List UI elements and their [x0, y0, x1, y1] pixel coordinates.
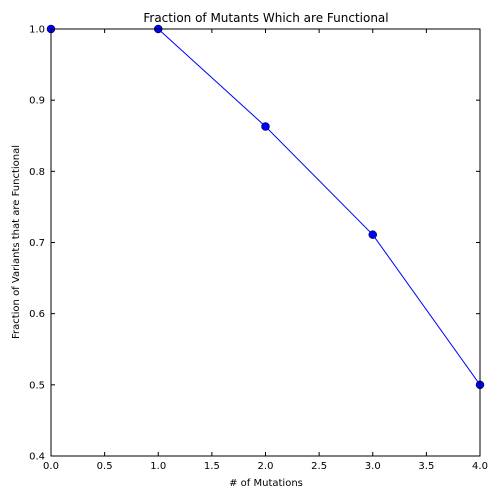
x-tick-label: 0.5	[97, 461, 113, 472]
x-tick-label: 4.0	[472, 461, 488, 472]
data-point	[368, 230, 377, 239]
y-tick-label: 0.4	[29, 452, 45, 463]
x-tick-label: 3.5	[418, 461, 434, 472]
x-tick-label: 1.0	[150, 461, 166, 472]
plot-area-frame	[50, 28, 481, 457]
axis-ticks: 0.0 0.5 1.0 1.5 2.0 2.5 3.0 3.5 4.0 0.4 0.5 0.6 0.7 0…	[29, 25, 488, 473]
y-tick-label: 1.0	[29, 25, 45, 36]
x-tick-label: 2.5	[311, 461, 327, 472]
series-line	[51, 28, 481, 386]
y-axis-label: Fraction of Variants that are Functional	[11, 145, 22, 339]
x-tick-label: 3.0	[365, 461, 381, 472]
y-tick-label: 0.6	[29, 309, 45, 320]
data-point	[261, 122, 270, 131]
x-tick-label: 0.0	[43, 461, 59, 472]
chart-title: Fraction of Mutants Which are Functional	[143, 11, 388, 25]
x-tick-label: 2.0	[258, 461, 274, 472]
x-axis-label: # of Mutations	[229, 478, 303, 489]
y-tick-label: 0.8	[29, 167, 45, 178]
y-tick-label: 0.9	[29, 96, 45, 107]
series-layer	[46, 24, 485, 390]
y-tick-label: 0.7	[29, 238, 45, 249]
y-tick-label: 0.5	[29, 380, 45, 391]
x-tick-label: 1.5	[204, 461, 220, 472]
